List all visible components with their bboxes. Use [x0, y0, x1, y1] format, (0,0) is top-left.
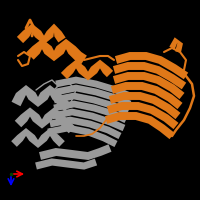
Polygon shape — [39, 144, 111, 160]
Polygon shape — [109, 92, 180, 119]
Polygon shape — [51, 109, 125, 131]
Polygon shape — [55, 77, 131, 99]
Polygon shape — [26, 39, 87, 64]
Polygon shape — [12, 85, 72, 112]
Polygon shape — [35, 158, 97, 170]
Polygon shape — [105, 112, 174, 139]
Polygon shape — [113, 72, 184, 99]
Polygon shape — [17, 24, 66, 44]
Polygon shape — [107, 102, 178, 129]
Polygon shape — [15, 107, 75, 133]
Polygon shape — [169, 37, 183, 53]
Polygon shape — [115, 52, 188, 79]
Polygon shape — [11, 128, 65, 148]
Polygon shape — [53, 93, 129, 115]
Polygon shape — [49, 117, 122, 139]
Polygon shape — [61, 60, 113, 80]
Polygon shape — [111, 82, 182, 109]
Polygon shape — [53, 101, 128, 123]
Polygon shape — [55, 85, 131, 107]
Polygon shape — [113, 62, 186, 89]
Polygon shape — [47, 125, 118, 147]
